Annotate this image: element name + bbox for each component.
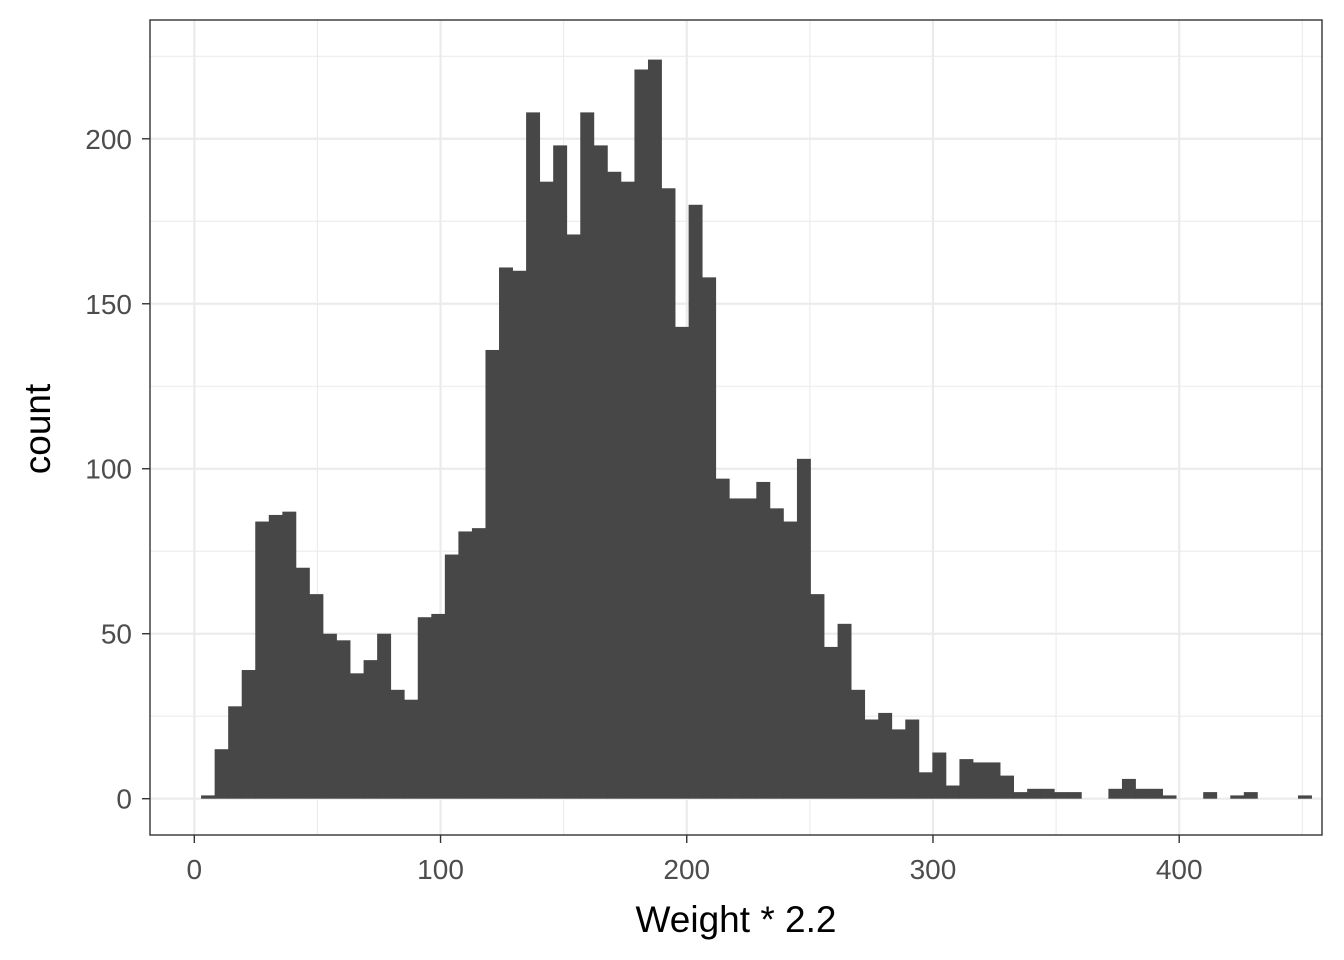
histogram-bar bbox=[675, 326, 690, 799]
histogram-bar bbox=[593, 145, 608, 799]
x-tick-label: 0 bbox=[187, 854, 203, 885]
histogram-bar bbox=[336, 640, 351, 799]
histogram-bar bbox=[322, 633, 337, 799]
histogram-bar bbox=[878, 712, 893, 799]
x-axis-title: Weight * 2.2 bbox=[636, 899, 837, 940]
histogram-bar bbox=[390, 689, 405, 799]
histogram-bar bbox=[1149, 788, 1163, 799]
histogram-bar bbox=[485, 349, 500, 799]
histogram-bar bbox=[444, 554, 459, 799]
histogram-bar bbox=[1067, 792, 1082, 799]
histogram-bar bbox=[268, 514, 283, 799]
panel-border bbox=[149, 19, 1323, 836]
histogram-bar bbox=[769, 508, 784, 799]
histogram-bar bbox=[1162, 795, 1177, 799]
histogram-bar bbox=[214, 749, 229, 799]
histogram-bar bbox=[647, 59, 662, 799]
y-tick-label: 0 bbox=[116, 784, 132, 815]
histogram-bar bbox=[553, 145, 568, 799]
y-tick-label: 150 bbox=[85, 289, 132, 320]
histogram-bar bbox=[688, 204, 703, 799]
histogram-bar bbox=[905, 719, 920, 799]
histogram-bar bbox=[620, 181, 635, 799]
histogram-bar bbox=[404, 699, 419, 799]
histogram-bar bbox=[661, 188, 676, 799]
histogram-bar bbox=[201, 795, 216, 799]
histogram-bar bbox=[1121, 778, 1136, 799]
histogram-bar bbox=[580, 112, 595, 799]
histogram-bar bbox=[891, 729, 906, 799]
histogram-bar bbox=[1000, 775, 1015, 799]
y-axis-title: count bbox=[17, 383, 58, 474]
x-tick-label: 200 bbox=[663, 854, 710, 885]
histogram-bar bbox=[824, 646, 838, 799]
y-tick-label: 100 bbox=[85, 454, 132, 485]
histogram-bar bbox=[1297, 795, 1312, 799]
y-axis-ticks: 0 50 100 150 200 bbox=[85, 124, 150, 815]
histogram-bar bbox=[377, 633, 392, 799]
histogram-bar bbox=[783, 521, 798, 799]
histogram-bar bbox=[634, 69, 649, 799]
histogram-bar bbox=[566, 234, 581, 799]
histogram-bar bbox=[918, 772, 933, 799]
histogram-bar bbox=[986, 762, 1001, 799]
histogram-bar bbox=[972, 762, 987, 799]
histogram-bar bbox=[499, 267, 513, 799]
x-tick-label: 400 bbox=[1156, 854, 1203, 885]
histogram-bar bbox=[241, 670, 256, 799]
histogram-bar bbox=[796, 458, 811, 799]
histogram-bars bbox=[201, 59, 1312, 799]
histogram-bar bbox=[932, 752, 947, 799]
y-tick-label: 50 bbox=[101, 619, 132, 650]
histogram-bar bbox=[945, 785, 960, 799]
histogram-bar bbox=[1040, 788, 1055, 799]
histogram-bar bbox=[471, 528, 486, 799]
histogram-bar bbox=[255, 521, 270, 799]
x-axis-ticks: 0 100 200 300 400 bbox=[187, 835, 1203, 885]
x-tick-label: 300 bbox=[910, 854, 957, 885]
histogram-bar bbox=[295, 567, 310, 799]
histogram-bar bbox=[756, 481, 771, 799]
histogram-bar bbox=[837, 623, 852, 799]
histogram-bar bbox=[729, 498, 744, 799]
histogram-bar bbox=[417, 617, 432, 799]
histogram-bar bbox=[512, 270, 527, 799]
histogram-bar bbox=[1013, 792, 1028, 799]
histogram-bar bbox=[702, 277, 717, 799]
histogram-bar bbox=[282, 511, 297, 799]
histogram-bar bbox=[1135, 788, 1150, 799]
histogram-bar bbox=[715, 478, 730, 799]
histogram-bar bbox=[431, 613, 446, 799]
histogram-bar bbox=[742, 498, 757, 799]
histogram-bar bbox=[864, 719, 879, 799]
histogram-bar bbox=[458, 531, 473, 799]
histogram-bar bbox=[350, 673, 364, 799]
x-tick-label: 100 bbox=[417, 854, 464, 885]
histogram-bar bbox=[363, 660, 378, 799]
histogram-bar bbox=[1054, 792, 1069, 799]
histogram-bar bbox=[810, 594, 825, 799]
histogram-bar bbox=[1027, 788, 1042, 799]
histogram-bar bbox=[539, 181, 554, 799]
histogram-bar bbox=[526, 112, 541, 799]
y-tick-label: 200 bbox=[85, 124, 132, 155]
histogram-bar bbox=[959, 759, 974, 799]
histogram-bar bbox=[1108, 788, 1123, 799]
histogram-bar bbox=[1230, 795, 1245, 799]
histogram-bar bbox=[309, 594, 324, 799]
histogram-bar bbox=[1243, 792, 1258, 799]
histogram-bar bbox=[607, 171, 622, 799]
histogram-bar bbox=[851, 689, 866, 799]
histogram-bar bbox=[1203, 792, 1218, 799]
histogram-bar bbox=[228, 706, 243, 799]
